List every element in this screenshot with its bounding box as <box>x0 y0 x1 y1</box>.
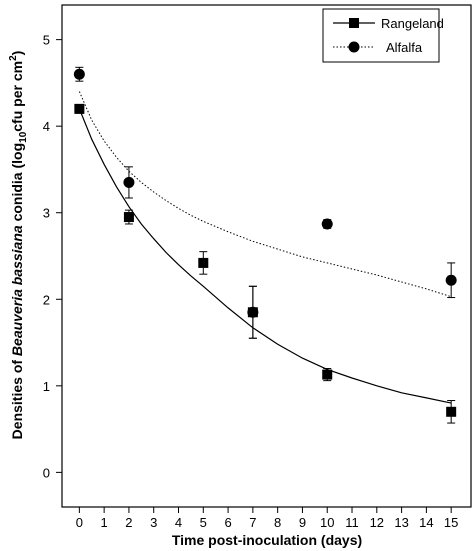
fit-curve-alfalfa <box>78 91 452 298</box>
x-tick-label: 11 <box>345 515 359 530</box>
y-tick-label: 5 <box>43 33 50 48</box>
data-point-alfalfa <box>321 218 333 230</box>
legend-box <box>322 8 440 63</box>
x-tick-label: 0 <box>76 515 83 530</box>
x-tick-label: 9 <box>299 515 306 530</box>
x-tick-label: 5 <box>200 515 207 530</box>
y-axis-title-sub: 10 <box>18 131 29 143</box>
legend-marker-rangeland <box>349 18 359 28</box>
y-axis-title-sup: 2 <box>8 55 19 61</box>
plot-border <box>61 4 472 508</box>
x-tick-label: 6 <box>224 515 231 530</box>
data-point-alfalfa <box>123 176 135 188</box>
data-point-alfalfa <box>445 274 457 286</box>
y-tick-label: 2 <box>43 292 50 307</box>
y-tick-label: 1 <box>43 379 50 394</box>
x-tick-label: 4 <box>175 515 182 530</box>
plot-frame <box>61 4 472 508</box>
legend-label-rangeland: Rangeland <box>381 16 444 31</box>
x-tick-label: 10 <box>320 515 334 530</box>
x-axis-title: Time post-inoculation (days) <box>172 532 362 548</box>
y-axis-title-part2: conidia (log <box>9 143 25 225</box>
legend: Rangeland Alfalfa <box>322 8 444 63</box>
data-point-rangeland <box>198 257 209 268</box>
y-tick-label: 4 <box>43 119 50 134</box>
data-point-rangeland <box>123 212 134 223</box>
x-tick-label: 12 <box>370 515 384 530</box>
y-tick-label: 0 <box>43 465 50 480</box>
data-point-rangeland <box>74 103 85 114</box>
x-axis-ticks: 0 1 2 3 4 5 6 7 8 9 10 11 12 13 14 15 <box>76 507 458 530</box>
data-point-alfalfa <box>73 68 85 80</box>
y-axis-title-part3: cfu per cm <box>9 61 25 132</box>
fit-curve-rangeland <box>78 108 452 404</box>
y-axis-title-part4: ) <box>9 51 25 56</box>
error-bars <box>75 66 456 424</box>
legend-marker-alfalfa <box>348 41 360 53</box>
data-point-rangeland <box>446 406 457 417</box>
x-tick-label: 7 <box>249 515 256 530</box>
x-tick-label: 2 <box>125 515 132 530</box>
y-axis-title: Densities of Beauveria bassiana conidia … <box>8 51 29 440</box>
data-point-rangeland <box>322 369 333 380</box>
data-point-alfalfa <box>247 306 259 318</box>
y-tick-label: 3 <box>43 206 50 221</box>
x-tick-label: 14 <box>419 515 433 530</box>
fit-curves <box>78 91 452 404</box>
y-axis-title-species: Beauveria bassiana <box>9 225 25 356</box>
x-tick-label: 1 <box>101 515 108 530</box>
x-tick-label: 15 <box>444 515 458 530</box>
x-tick-label: 3 <box>150 515 157 530</box>
y-axis-ticks: 0 1 2 3 4 5 <box>43 33 62 480</box>
y-axis-title-part1: Densities of <box>9 356 25 439</box>
x-tick-label: 8 <box>274 515 281 530</box>
data-markers <box>73 68 457 417</box>
x-tick-label: 13 <box>394 515 408 530</box>
legend-label-alfalfa: Alfalfa <box>386 40 423 55</box>
